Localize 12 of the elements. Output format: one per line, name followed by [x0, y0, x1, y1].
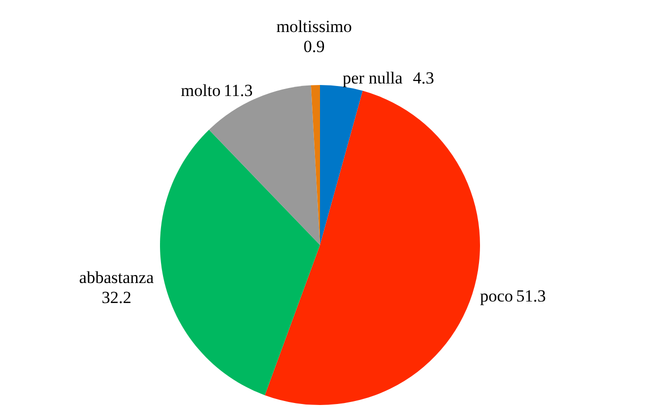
pie-slice [160, 130, 320, 396]
data-label: 32.2 [102, 288, 132, 307]
data-label: 11.3 [224, 81, 253, 100]
data-label: 0.9 [303, 37, 325, 56]
pie-slice [264, 90, 480, 405]
slice-label: abbastanza [79, 268, 154, 287]
slice-label: molto [180, 81, 221, 100]
slice-label: moltissimo [276, 17, 352, 36]
slice-label: per nulla [342, 68, 404, 88]
data-label: 51.3 [516, 286, 546, 306]
slice-label: poco [480, 286, 513, 306]
data-label: 4.3 [412, 68, 434, 88]
